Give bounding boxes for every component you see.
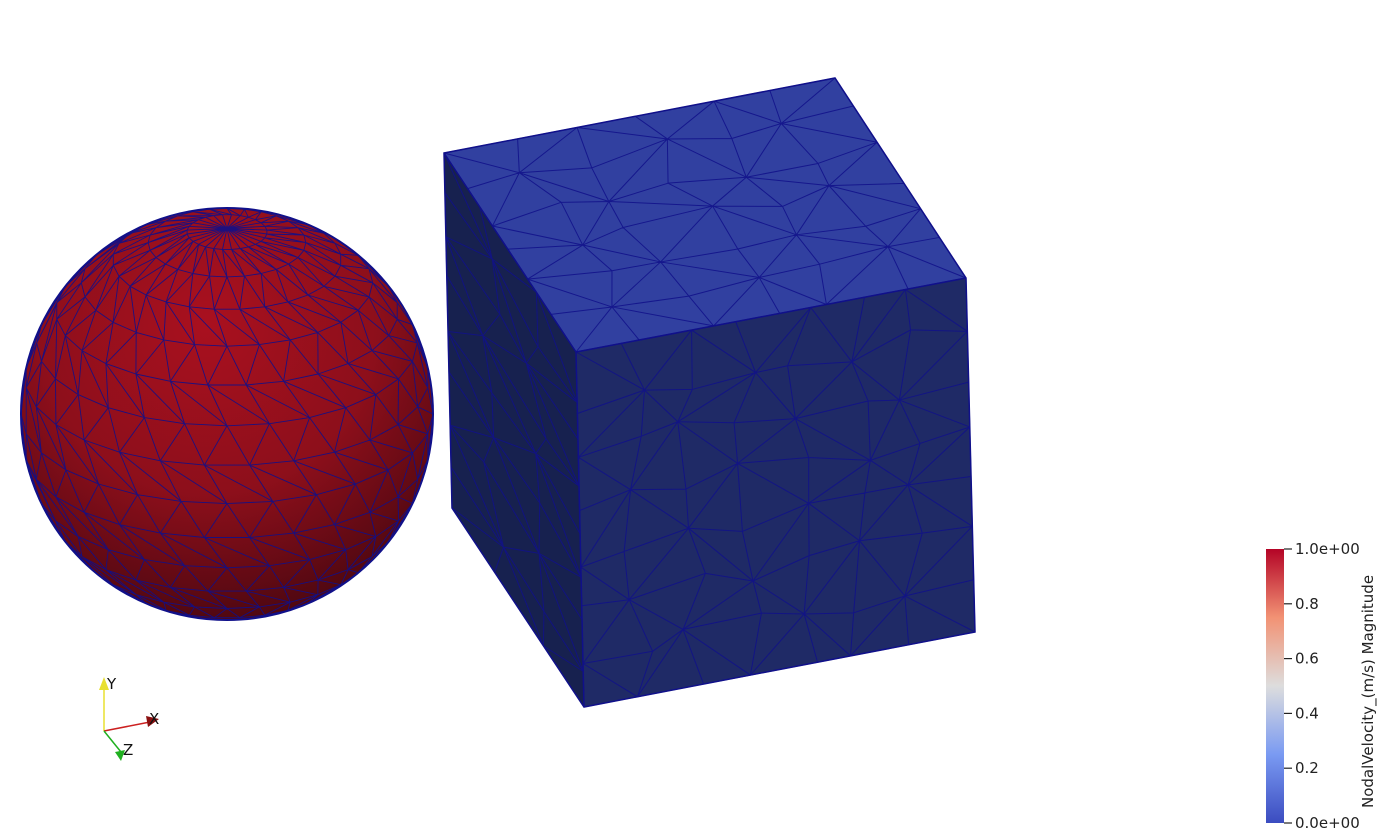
y-axis-arrow-icon — [99, 677, 109, 690]
color-legend: 1.0e+00 0.8 0.6 0.4 0.2 0.0e+00 NodalVelocity… — [1266, 540, 1378, 832]
cube-outline — [443, 77, 976, 708]
colorbar-tick-label: 0.8 — [1295, 595, 1319, 613]
colorbar-tick-label: 0.4 — [1295, 704, 1319, 722]
z-axis-arrow-icon — [115, 750, 125, 761]
sphere-mesh — [20, 207, 434, 621]
z-axis-label: Z — [123, 741, 133, 759]
x-axis-arrow-icon — [146, 716, 159, 727]
cube-top-face — [444, 78, 966, 352]
cube-wireframe — [443, 77, 976, 708]
colorbar-tick-label: 0.6 — [1295, 650, 1319, 668]
cube-mesh — [443, 77, 976, 708]
orientation-axes: Y X Z — [99, 675, 159, 761]
colorbar-tick-label: 0.0e+00 — [1295, 814, 1360, 832]
colorbar-tick-label: 1.0e+00 — [1295, 540, 1360, 558]
colorbar-tick-label: 0.2 — [1295, 759, 1319, 777]
colorbar-gradient — [1266, 549, 1284, 823]
colorbar-title: NodalVelocity_(m/s) Magnitude — [1359, 575, 1378, 808]
x-axis-label: X — [149, 710, 159, 728]
y-axis-label: Y — [106, 675, 117, 693]
cube-front-face — [576, 278, 975, 707]
